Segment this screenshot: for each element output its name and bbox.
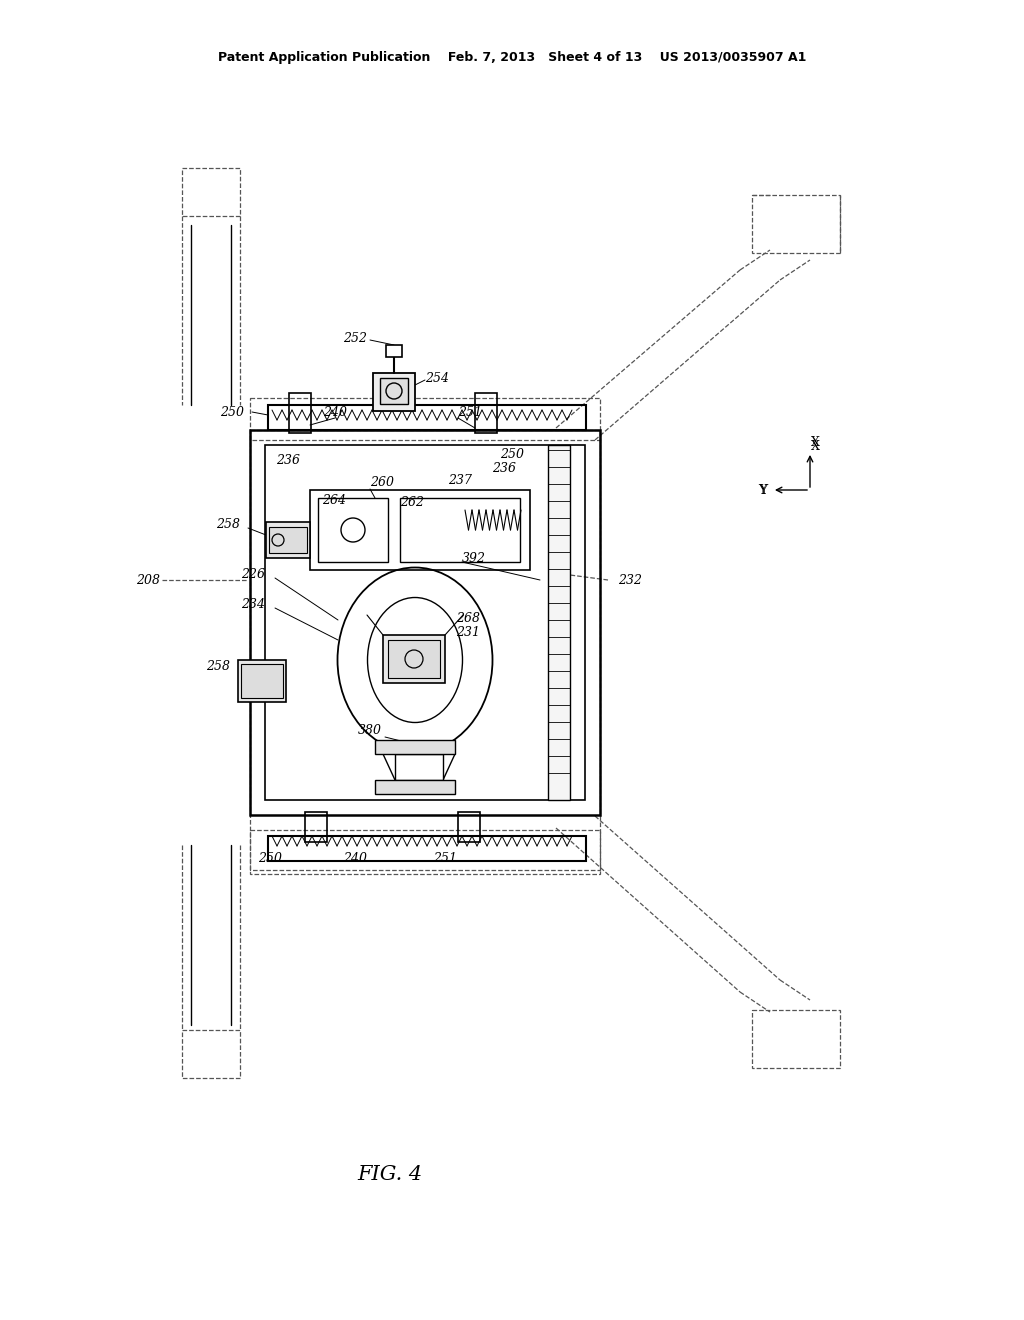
Text: 268: 268 — [456, 611, 480, 624]
Text: 237: 237 — [449, 474, 472, 487]
Text: 262: 262 — [400, 495, 424, 508]
Bar — [250, 830, 600, 874]
Text: 260: 260 — [370, 477, 394, 490]
Bar — [266, 521, 310, 558]
Bar — [400, 498, 520, 562]
Text: 258: 258 — [206, 660, 230, 673]
Bar — [375, 741, 455, 754]
Bar — [548, 445, 570, 800]
Bar — [386, 345, 402, 356]
Bar — [458, 812, 480, 842]
Text: 231: 231 — [456, 626, 480, 639]
Bar — [241, 664, 283, 698]
Text: X: X — [811, 440, 819, 453]
Bar — [268, 405, 586, 430]
Bar — [383, 635, 445, 682]
Text: X: X — [811, 437, 819, 450]
Text: 240: 240 — [343, 851, 367, 865]
Bar — [380, 378, 408, 404]
Bar — [318, 498, 388, 562]
Bar — [289, 393, 311, 433]
Bar — [305, 812, 327, 842]
Bar — [388, 640, 440, 678]
Text: Patent Application Publication    Feb. 7, 2013   Sheet 4 of 13    US 2013/003590: Patent Application Publication Feb. 7, 2… — [218, 51, 806, 65]
Bar — [250, 430, 600, 870]
Bar — [395, 754, 443, 780]
Text: Y: Y — [759, 484, 767, 498]
Text: 264: 264 — [322, 494, 346, 507]
Text: 250: 250 — [258, 851, 282, 865]
Text: 250: 250 — [220, 405, 244, 418]
Text: Y: Y — [758, 483, 766, 496]
Bar — [182, 168, 240, 216]
Text: 251: 251 — [433, 851, 457, 865]
Bar — [752, 1010, 840, 1068]
Text: FIG. 4: FIG. 4 — [357, 1166, 423, 1184]
Text: 252: 252 — [343, 331, 367, 345]
Text: 258: 258 — [216, 517, 240, 531]
Bar — [752, 195, 840, 253]
Bar — [310, 490, 530, 570]
Text: 226: 226 — [241, 569, 265, 582]
Text: 254: 254 — [425, 371, 449, 384]
Bar — [238, 660, 286, 702]
Text: 232: 232 — [618, 573, 642, 586]
Bar — [373, 374, 415, 411]
Bar — [182, 1030, 240, 1078]
Text: 380: 380 — [358, 723, 382, 737]
Bar — [250, 399, 600, 440]
Bar — [268, 836, 586, 861]
Bar — [265, 445, 585, 800]
Bar — [250, 430, 600, 814]
Text: 251: 251 — [458, 405, 482, 418]
Text: 236: 236 — [276, 454, 300, 466]
Text: 236: 236 — [492, 462, 516, 474]
Text: 392: 392 — [462, 552, 486, 565]
Bar — [475, 393, 497, 433]
Text: 240: 240 — [323, 405, 347, 418]
Text: 250: 250 — [500, 449, 524, 462]
Bar — [375, 780, 455, 795]
Text: 234: 234 — [241, 598, 265, 611]
Bar — [269, 527, 307, 553]
Text: 208: 208 — [136, 573, 160, 586]
